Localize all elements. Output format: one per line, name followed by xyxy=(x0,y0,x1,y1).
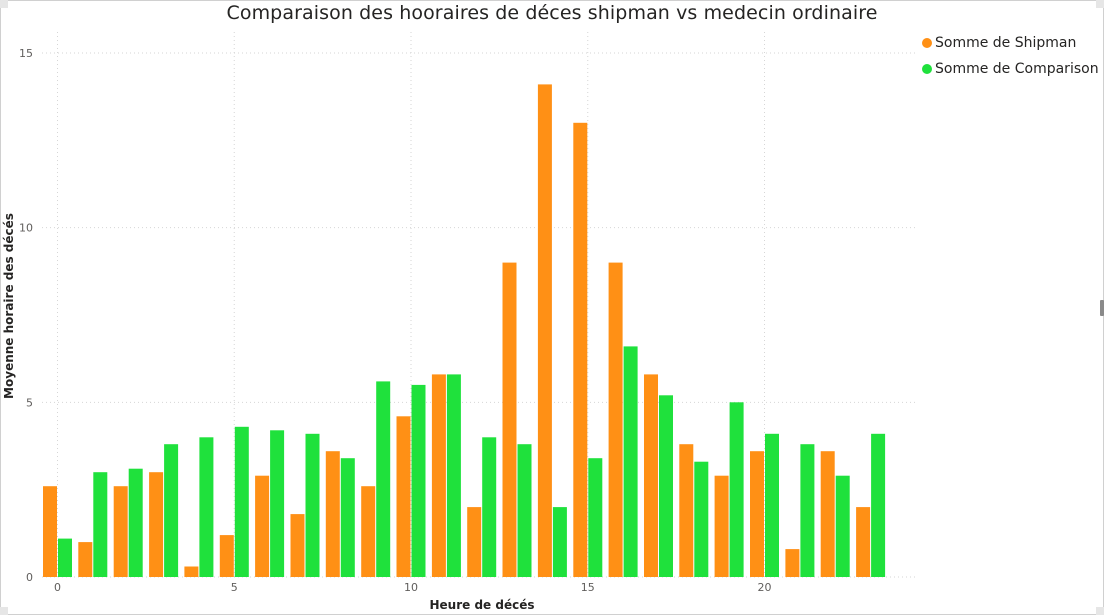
bar-comparison xyxy=(659,395,673,577)
bar-shipman xyxy=(43,486,57,577)
bar-shipman xyxy=(714,475,729,577)
bar-comparison xyxy=(93,472,108,577)
y-tick-label: 15 xyxy=(19,47,33,60)
frame-corner-bottom-left xyxy=(0,607,8,615)
x-tick-label: 20 xyxy=(758,581,772,594)
bar-shipman xyxy=(502,262,517,577)
resize-handle-right[interactable] xyxy=(1100,300,1104,316)
bar-comparison xyxy=(376,381,391,577)
bar-shipman xyxy=(573,122,588,578)
bar-shipman xyxy=(219,535,234,577)
bar-comparison xyxy=(234,426,249,577)
bar-shipman xyxy=(820,451,835,577)
bar-comparison xyxy=(729,402,744,577)
bar-shipman xyxy=(608,262,623,577)
chart-title: Comparaison des hooraires de déces shipm… xyxy=(226,2,878,24)
bar-shipman xyxy=(113,486,128,577)
frame-corner-top-right xyxy=(1096,0,1104,8)
bar-comparison xyxy=(835,475,850,577)
x-tick-label: 10 xyxy=(404,581,418,594)
legend-label: Somme de Comparison xyxy=(935,61,1099,77)
bar-shipman xyxy=(396,416,411,577)
bar-comparison xyxy=(623,346,638,577)
bar-comparison xyxy=(517,444,532,577)
bar-comparison xyxy=(305,433,320,577)
legend-item-shipman[interactable]: Somme de Shipman xyxy=(922,30,1099,56)
legend: Somme de Shipman Somme de Comparison xyxy=(922,30,1099,82)
bar-shipman xyxy=(361,486,376,577)
bar-shipman xyxy=(431,374,446,577)
bar-shipman xyxy=(290,514,305,577)
bar-comparison xyxy=(164,444,179,577)
bar-shipman xyxy=(750,451,764,577)
bar-shipman xyxy=(644,374,658,577)
x-axis-title: Heure de décés xyxy=(430,598,535,612)
bar-comparison xyxy=(58,538,72,577)
bar-comparison xyxy=(270,430,285,577)
x-tick-label: 0 xyxy=(54,581,61,594)
y-tick-label: 5 xyxy=(26,396,33,409)
y-axis-title: Moyenne horaire des décés xyxy=(2,213,16,399)
bar-comparison xyxy=(800,444,815,577)
y-tick-label: 10 xyxy=(19,222,33,235)
x-tick-label: 5 xyxy=(231,581,238,594)
bar-comparison xyxy=(588,458,603,577)
bar-shipman xyxy=(255,475,270,577)
bar-shipman xyxy=(679,444,694,577)
bar-comparison xyxy=(765,433,779,577)
bar-shipman xyxy=(149,472,164,577)
bar-shipman xyxy=(184,566,199,577)
tick-layer: 0 5 10 15 0 5 10 15 20 xyxy=(19,47,772,594)
bar-shipman xyxy=(856,507,871,577)
bar-shipman xyxy=(325,451,340,577)
legend-item-comparison[interactable]: Somme de Comparison xyxy=(922,56,1099,82)
bar-comparison xyxy=(446,374,461,577)
bar-shipman xyxy=(537,84,552,578)
legend-marker-icon xyxy=(922,64,932,74)
bar-layer xyxy=(43,84,886,578)
legend-marker-icon xyxy=(922,38,932,48)
bar-shipman xyxy=(785,549,800,577)
frame-corner-top-left xyxy=(0,0,8,8)
bar-comparison xyxy=(694,461,709,577)
x-tick-label: 15 xyxy=(581,581,595,594)
bar-shipman xyxy=(78,542,93,577)
bar-comparison xyxy=(482,437,497,577)
bar-comparison xyxy=(128,468,143,577)
grid-layer xyxy=(42,32,918,578)
bar-comparison xyxy=(340,458,355,577)
frame-corner-bottom-right xyxy=(1096,607,1104,615)
y-tick-label: 0 xyxy=(26,571,33,584)
bar-shipman xyxy=(467,507,482,577)
bar-comparison xyxy=(199,437,214,577)
bar-comparison xyxy=(871,433,886,577)
legend-label: Somme de Shipman xyxy=(935,35,1077,51)
bar-comparison xyxy=(552,507,567,577)
bar-comparison xyxy=(411,384,426,577)
